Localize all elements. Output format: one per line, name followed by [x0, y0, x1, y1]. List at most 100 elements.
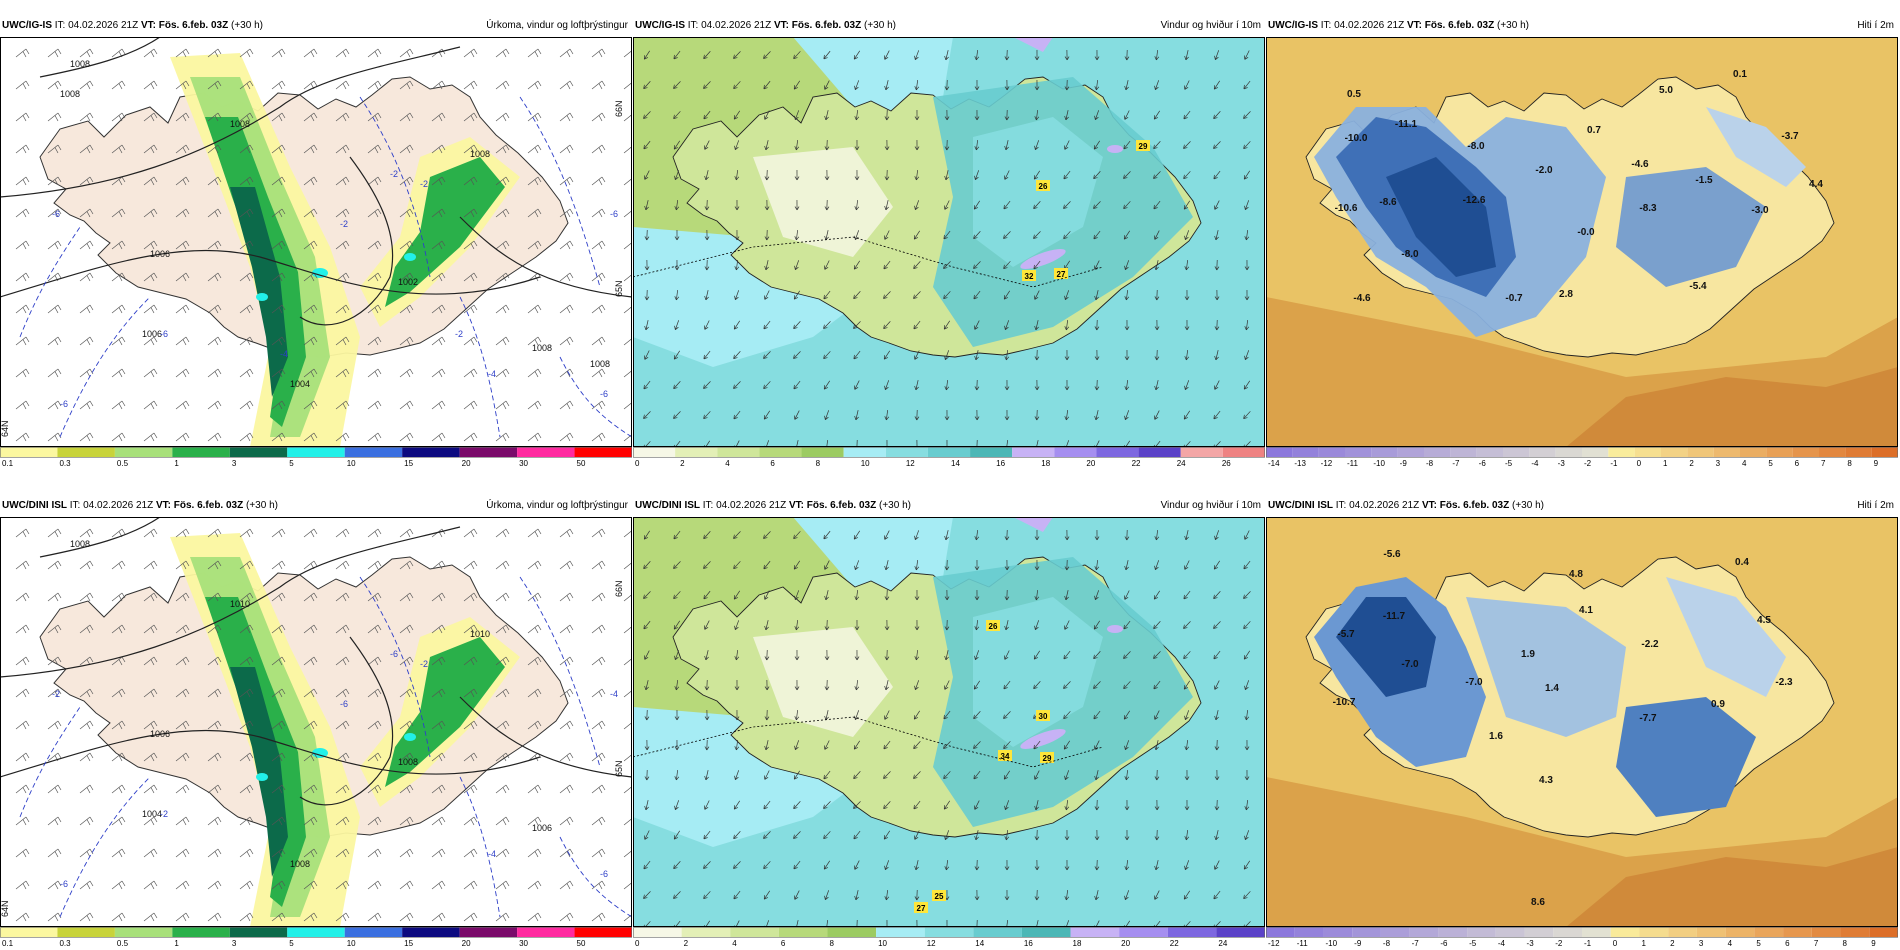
temp-colorbar-swatch [1266, 927, 1295, 937]
temp-colorbar-tick: -6 [1440, 939, 1448, 947]
temperature-label: -6 [340, 699, 348, 709]
region-boundary [852, 236, 1104, 288]
temperature-value: 8.6 [1531, 897, 1545, 908]
wind-colorbar-tick: 0 [635, 459, 640, 467]
gust-value: 29 [1043, 754, 1052, 763]
temp-colorbar-tick: 5 [1756, 939, 1761, 947]
precip-colorbar-tick: 5 [289, 939, 294, 947]
panel-header: UWC/DINI ISL IT: 04.02.2026 21Z VT: Fös.… [1266, 495, 1898, 517]
precip-colorbar-tick: 10 [347, 459, 356, 467]
wind-colorbar-tick: 26 [1222, 459, 1231, 467]
temp-colorbar-tick: 0 [1613, 939, 1618, 947]
temperature-value: 4.4 [1809, 179, 1823, 190]
temperature-label: -4 [610, 689, 618, 699]
isobar-label: 1006 [142, 329, 162, 339]
temp-colorbar-swatch [1476, 447, 1503, 457]
temp-colorbar-swatch [1524, 927, 1554, 937]
temperature-label: -2 [420, 179, 428, 189]
map-frame [633, 37, 1265, 447]
precip-map[interactable]: 1008 1010 1006 1004 1010 1008 1008 1006 -2 -6 -6 -4… [0, 517, 632, 927]
wind-colorbar-swatch [633, 927, 682, 937]
precip-colorbar-tick: 20 [462, 459, 471, 467]
temp-colorbar-swatch [1582, 447, 1609, 457]
precip-colorbar-swatch [114, 927, 173, 937]
wind-arrows [643, 529, 1251, 927]
precip-map[interactable]: 1008 1008 1006 1006 1008 1004 1002 1008 1008 1008… [0, 37, 632, 447]
wind-colorbar-tick: 6 [781, 939, 786, 947]
temp-colorbar-tick: -4 [1498, 939, 1506, 947]
temp-colorbar-tick: -5 [1505, 459, 1513, 467]
temperature-value: -3.0 [1751, 205, 1769, 216]
precip-colorbar-tick: 15 [404, 459, 413, 467]
init-time: 04.02.2026 21Z [68, 20, 139, 31]
wind-colorbar-swatch [970, 447, 1013, 457]
panel-title: Hiti í 2m [1857, 500, 1894, 511]
precip-colorbar-tick: 50 [577, 459, 586, 467]
precip-colorbar-tick: 5 [289, 459, 294, 467]
wind-map[interactable]: 29 26 32 27 [633, 37, 1265, 447]
temperature-value: 0.4 [1735, 557, 1749, 568]
precip-colorbar-swatch [574, 447, 632, 457]
temperature-label: -2 [160, 809, 168, 819]
temperature-label: -6 [52, 209, 60, 219]
precip-colorbar: 0.1 0.3 0.5 1 3 5 10 15 20 30 50 [0, 447, 632, 467]
temperature-label: -2 [340, 219, 348, 229]
valid-time: Fös. 6.feb. 03Z [158, 20, 229, 31]
panel-title: Hiti í 2m [1857, 20, 1894, 31]
precip-colorbar-swatch [402, 927, 460, 937]
wind-colorbar-swatch [973, 927, 1022, 937]
precip-colorbar-tick: 0.1 [2, 939, 14, 947]
panel-title: Vindur og hviður í 10m [1160, 20, 1261, 31]
region-boundary [633, 716, 854, 758]
precip-colorbar: 0.1 0.3 0.5 1 3 5 10 15 20 30 50 [0, 927, 632, 947]
wind-colorbar-swatch [1096, 447, 1139, 457]
model-name: UWC/DINI ISL [2, 500, 67, 511]
wind-colorbar: 0 2 4 6 8 10 12 14 16 18 20 22 24 26 [633, 447, 1265, 467]
temp-map[interactable]: -5.6 -11.7 4.8 0.4 -5.7 4.1 4.5 1.9 -2.2 -7.0 -7.0… [1266, 517, 1898, 927]
temp-colorbar: -12 -11 -10 -9 -8 -7 -6 -5 -4 -3 -2 -1 0 1 2 3 4 5 6 7 8 9 [1266, 927, 1898, 947]
latitude-label: 65N [614, 760, 624, 777]
temp-colorbar-tick: 3 [1699, 939, 1704, 947]
precip-colorbar-swatch [114, 447, 173, 457]
temp-map[interactable]: 0.5 -10.0 -11.1 -8.0 0.7 5.0 0.1 -2.0 -4.6 -3.7 -1… [1266, 37, 1898, 447]
precip-colorbar-swatch [287, 447, 345, 457]
temp-colorbar-tick: -9 [1400, 459, 1408, 467]
wind-colorbar-tick: 0 [635, 939, 640, 947]
panel-header: UWC/IG-IS IT: 04.02.2026 21Z VT: Fös. 6.… [1266, 15, 1898, 37]
temperature-label: -4 [488, 849, 496, 859]
temp-colorbar-tick: 4 [1742, 459, 1747, 467]
wind-colorbar-tick: 18 [1073, 939, 1082, 947]
temperature-value: 4.5 [1757, 615, 1771, 626]
temp-colorbar-swatch [1754, 927, 1784, 937]
latitude-label: 65N [614, 280, 624, 297]
precip-colorbar-swatch [517, 447, 575, 457]
latitude-label: 64N [0, 420, 10, 437]
gust-value: 27 [1057, 270, 1066, 279]
wind-colorbar-tick: 20 [1121, 939, 1130, 947]
wind-colorbar: 0 2 4 6 8 10 12 14 16 18 20 22 24 [633, 927, 1265, 947]
map-frame [1266, 37, 1898, 447]
gust-marker: 30 [1036, 710, 1050, 721]
temp-colorbar-swatch [1529, 447, 1556, 457]
precip-colorbar-tick: 0.5 [117, 939, 129, 947]
precip-colorbar-swatch [459, 927, 518, 937]
map-frame [633, 517, 1265, 927]
gust-marker: 26 [1036, 180, 1050, 191]
wind-colorbar-tick: 16 [1024, 939, 1033, 947]
precip-colorbar-tick: 30 [519, 939, 528, 947]
wind-colorbar-swatch [1180, 447, 1223, 457]
temp-colorbar-swatch [1608, 447, 1635, 457]
wind-colorbar-tick: 20 [1086, 459, 1095, 467]
temperature-isolines [19, 576, 632, 918]
panel-header: UWC/IG-IS IT: 04.02.2026 21Z VT: Fös. 6.… [0, 15, 632, 37]
precip-colorbar-tick: 50 [577, 939, 586, 947]
wind-colorbar-swatch [885, 447, 928, 457]
wind-map[interactable]: 26 30 34 29 25 27 [633, 517, 1265, 927]
isobar-label: 1008 [60, 89, 80, 99]
temperature-value: 4.8 [1569, 569, 1583, 580]
temperature-value: -5.7 [1337, 629, 1355, 640]
temperature-value: -7.0 [1465, 677, 1483, 688]
temp-colorbar-tick: 8 [1843, 939, 1848, 947]
panel-title: Vindur og hviður í 10m [1160, 500, 1261, 511]
temp-colorbar-swatch [1783, 927, 1812, 937]
